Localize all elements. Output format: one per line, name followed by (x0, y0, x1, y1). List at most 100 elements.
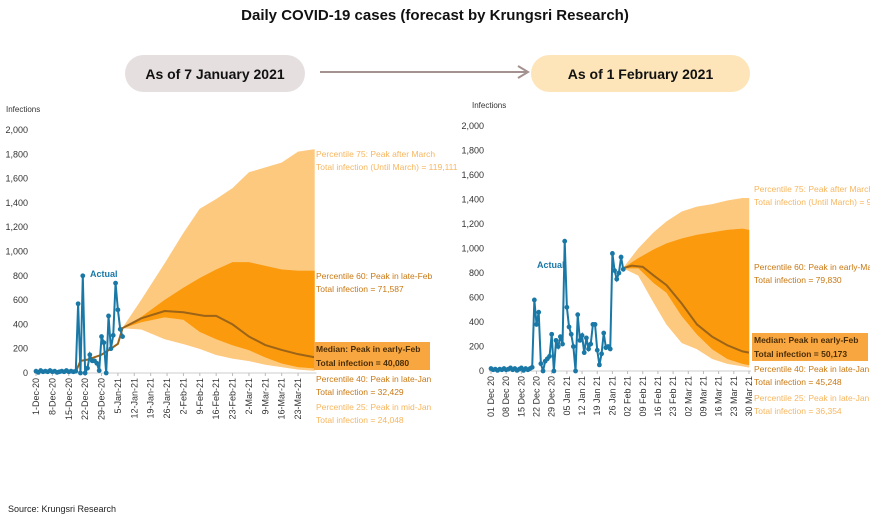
annotation-p40-line1: Percentile 40: Peak in late-Jan (316, 374, 432, 384)
median-label-box (314, 342, 430, 370)
annotation-p75-line1: Percentile 75: Peak after March (316, 149, 435, 159)
x-tick-label: 9-Feb-21 (195, 378, 205, 415)
actual-point (117, 326, 123, 332)
pill-right-label: As of 1 February 2021 (567, 65, 714, 82)
y-axis-label: Infections (472, 101, 506, 110)
median-line (36, 310, 315, 373)
actual-point (75, 301, 81, 307)
actual-point (555, 344, 561, 349)
x-tick-label: 2-Mar-21 (244, 378, 254, 415)
y-tick-label: 1,200 (5, 222, 28, 232)
actual-point (564, 304, 570, 310)
x-tick-label: 26 Jan 21 (607, 376, 617, 416)
x-tick-label: 19-Jan-21 (146, 378, 156, 419)
y-tick-label: 1,600 (5, 174, 28, 184)
annotation-p60-line2: Total infection = 79,830 (754, 275, 842, 285)
actual-point (618, 254, 624, 260)
actual-point (101, 340, 107, 346)
actual-point (614, 276, 620, 282)
y-axis-label: Infections (6, 105, 40, 114)
x-tick-label: 05 Jan 21 (562, 376, 572, 416)
actual-point (540, 368, 546, 374)
x-tick-label: 16 Mar 21 (714, 376, 724, 417)
actual-point (575, 312, 581, 318)
x-tick-label: 16 Feb 21 (653, 376, 663, 417)
x-tick-label: 29 Dec 20 (547, 376, 557, 417)
x-tick-label: 2-Feb-21 (178, 378, 188, 415)
actual-label: Actual (537, 260, 565, 270)
chart-as-of-february: Infections 0 200 400 600 800 1,000 1,200 1,400 1,… (461, 101, 870, 417)
actual-point (594, 347, 600, 353)
actual-point (562, 238, 568, 244)
x-tick-label: 12 Jan 21 (577, 376, 587, 416)
x-tick-label: 16-Feb-21 (211, 378, 221, 420)
actual-point (599, 351, 604, 357)
actual-point (610, 251, 615, 256)
as-of-january-pill: As of 7 January 2021 (125, 55, 305, 92)
actual-point (94, 360, 100, 366)
actual-line (35, 275, 124, 374)
annotation-median-line2: Total infection = 40,080 (316, 358, 409, 368)
actual-point (106, 313, 111, 319)
actual-point (607, 346, 613, 352)
y-tick-label: 800 (469, 268, 484, 278)
median-label-box (752, 333, 868, 361)
y-tick-label: 0 (479, 366, 484, 376)
actual-point (557, 334, 563, 340)
actual-point (110, 332, 116, 338)
y-tick-label: 0 (23, 368, 28, 378)
actual-point (120, 334, 125, 339)
y-tick-label: 1,000 (461, 244, 484, 254)
x-tick-label: 16-Mar-21 (277, 378, 287, 420)
x-tick-label: 09 Mar 21 (698, 376, 708, 417)
x-tick-label: 8-Dec-20 (47, 378, 57, 415)
actual-point (588, 341, 594, 347)
x-tick-label: 5-Jan-21 (113, 378, 123, 414)
x-tick-label: 29-Dec-20 (97, 378, 107, 420)
actual-point (531, 297, 537, 303)
annotation-p25-line2: Total infection = 36,354 (754, 406, 842, 416)
actual-point (99, 334, 104, 339)
actual-point (570, 344, 576, 349)
x-tick-label: 01 Dec 20 (486, 376, 496, 417)
actual-point (568, 331, 574, 337)
x-tick-label: 30 Mar 21 (744, 376, 754, 417)
y-tick-label: 800 (13, 271, 28, 281)
x-tick-label: 1-Dec-20 (31, 378, 41, 415)
actual-point (616, 270, 622, 276)
actual-point (553, 337, 559, 343)
actual-point (551, 368, 557, 374)
as-of-february-pill: As of 1 February 2021 (531, 55, 750, 92)
actual-point (547, 353, 552, 359)
actual-point (536, 309, 542, 315)
actual-point (577, 337, 583, 343)
annotation-p25-line2: Total infection = 24,048 (316, 415, 404, 425)
y-tick-label: 400 (469, 317, 484, 327)
actual-point (85, 365, 90, 371)
y-tick-label: 400 (13, 319, 28, 329)
annotation-p60-line1: Percentile 60: Peak in early-March (754, 262, 870, 272)
actual-point (115, 307, 121, 313)
actual-point (73, 368, 79, 374)
actual-point (103, 370, 109, 376)
x-tick-label: 12-Jan-21 (129, 378, 139, 419)
page-title: Daily COVID-19 cases (forecast by Krungs… (241, 7, 629, 24)
x-tick-label: 23 Mar 21 (729, 376, 739, 417)
band-p40-p60 (122, 262, 315, 369)
actual-point (549, 331, 555, 337)
annotation-p75-line2: Total infection (Until March) = 91,194 (754, 197, 870, 207)
annotation-p40-line2: Total infection = 45,248 (754, 377, 842, 387)
annotation-median-line1: Median: Peak in early-Feb (754, 335, 858, 345)
y-tick-label: 1,400 (461, 195, 484, 205)
x-tick-label: 08 Dec 20 (501, 376, 511, 417)
actual-point (529, 364, 535, 370)
actual-point (566, 324, 572, 330)
annotation-median-line2: Total infection = 50,173 (754, 349, 847, 359)
actual-point (96, 368, 102, 373)
y-tick-label: 1,600 (461, 170, 484, 180)
y-tick-label: 1,200 (461, 219, 484, 229)
actual-point (592, 322, 598, 327)
y-tick-label: 600 (469, 293, 484, 303)
annotation-p60-line2: Total infection = 71,587 (316, 284, 404, 294)
